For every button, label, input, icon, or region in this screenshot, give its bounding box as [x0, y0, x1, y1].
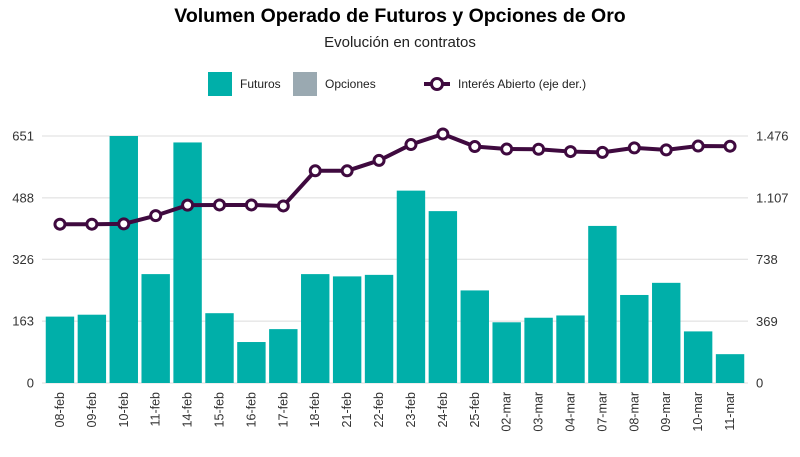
chart-legend: Futuros Opciones Interés Abierto (eje de… — [0, 72, 800, 98]
x-tick-label: 15-feb — [213, 392, 227, 427]
bar-futuros — [524, 317, 553, 383]
x-tick-label: 08-feb — [53, 392, 67, 427]
y-right-tick-label: 738 — [756, 252, 778, 267]
x-tick-label: 17-feb — [276, 392, 290, 427]
point-interes-abierto — [468, 140, 482, 154]
point-interes-abierto — [436, 127, 450, 141]
x-tick-label: 10-feb — [117, 392, 131, 427]
x-tick-label: 10-mar — [691, 392, 705, 432]
point-interes-abierto — [244, 198, 258, 212]
x-tick-label: 18-feb — [308, 392, 322, 427]
point-interes-abierto — [532, 142, 546, 156]
point-interes-abierto — [117, 217, 131, 231]
line-interes-abierto — [59, 131, 731, 227]
legend-label-futuros: Futuros — [240, 77, 281, 91]
bar-futuros — [715, 354, 745, 383]
bar-futuros — [237, 342, 266, 383]
legend-item-futuros: Futuros — [208, 72, 281, 96]
x-tick-label: 11-feb — [149, 392, 163, 427]
x-tick-label: 03-mar — [532, 392, 546, 432]
point-interes-abierto — [500, 142, 514, 156]
chart-subtitle: Evolución en contratos — [324, 34, 476, 51]
point-interes-abierto — [595, 145, 609, 159]
chart-title: Volumen Operado de Futuros y Opciones de… — [174, 5, 626, 27]
y-right-tick-label: 369 — [756, 314, 778, 329]
point-interes-abierto — [404, 138, 418, 152]
bar-futuros — [588, 225, 617, 383]
bar-futuros — [141, 274, 170, 383]
bar-futuros — [620, 294, 649, 383]
bar-futuros — [205, 313, 234, 383]
bar-futuros — [173, 142, 202, 383]
legend-swatch-opciones — [293, 72, 317, 96]
point-interes-abierto — [372, 153, 386, 167]
point-interes-abierto — [659, 143, 673, 157]
point-interes-abierto — [691, 139, 705, 153]
y-right-tick-label: 0 — [756, 376, 763, 391]
legend-item-opciones: Opciones — [293, 72, 376, 96]
point-interes-abierto — [564, 145, 577, 159]
bar-futuros — [428, 211, 458, 383]
point-interes-abierto — [627, 141, 641, 155]
x-tick-label: 02-mar — [500, 392, 514, 432]
bar-futuros — [269, 329, 298, 383]
x-tick-label: 09-feb — [85, 392, 99, 427]
point-interes-abierto — [276, 199, 290, 213]
bar-futuros — [45, 316, 75, 383]
point-interes-abierto — [149, 209, 163, 223]
point-interes-abierto — [181, 198, 195, 212]
x-tick-label: 25-feb — [468, 392, 482, 427]
x-tick-label: 14-feb — [181, 392, 195, 427]
bar-futuros — [332, 276, 362, 383]
y-left-tick-label: 651 — [12, 129, 34, 144]
x-tick-label: 09-mar — [659, 392, 673, 432]
x-tick-label: 21-feb — [340, 392, 354, 427]
point-interes-abierto — [85, 217, 99, 231]
x-tick-label: 04-mar — [564, 392, 578, 432]
point-interes-abierto — [723, 139, 737, 153]
bar-futuros — [683, 331, 713, 383]
x-tick-label: 22-feb — [372, 392, 386, 427]
point-interes-abierto — [53, 217, 67, 231]
y-left-tick-label: 488 — [12, 190, 34, 205]
x-tick-label: 24-feb — [436, 392, 450, 427]
bar-futuros — [652, 282, 681, 383]
bar-futuros — [77, 314, 107, 383]
legend-swatch-futuros — [208, 72, 232, 96]
x-tick-label: 08-mar — [627, 392, 641, 432]
bar-futuros — [556, 315, 585, 383]
x-tick-label: 23-feb — [404, 392, 418, 427]
bar-futuros — [364, 274, 394, 383]
x-tick-label: 07-mar — [595, 392, 609, 432]
y-right-tick-label: 1.107 — [756, 190, 789, 205]
bar-futuros — [396, 190, 426, 383]
y-right-tick-label: 1.476 — [756, 129, 789, 144]
x-tick-label: 11-mar — [723, 392, 737, 431]
bar-futuros — [301, 274, 330, 383]
point-interes-abierto — [340, 164, 354, 178]
legend-line-marker — [424, 72, 450, 96]
bar-futuros — [460, 290, 489, 383]
legend-item-interes-abierto: Interés Abierto (eje der.) — [424, 72, 586, 96]
point-interes-abierto — [213, 198, 226, 212]
bar-futuros — [109, 136, 138, 383]
y-left-tick-label: 0 — [27, 376, 34, 391]
legend-label-interes-abierto: Interés Abierto (eje der.) — [458, 77, 587, 91]
bar-futuros — [492, 322, 521, 383]
point-interes-abierto — [308, 164, 322, 178]
y-left-tick-label: 163 — [12, 314, 34, 329]
x-tick-label: 16-feb — [244, 392, 258, 427]
y-left-tick-label: 326 — [12, 252, 34, 267]
legend-label-opciones: Opciones — [325, 77, 376, 91]
